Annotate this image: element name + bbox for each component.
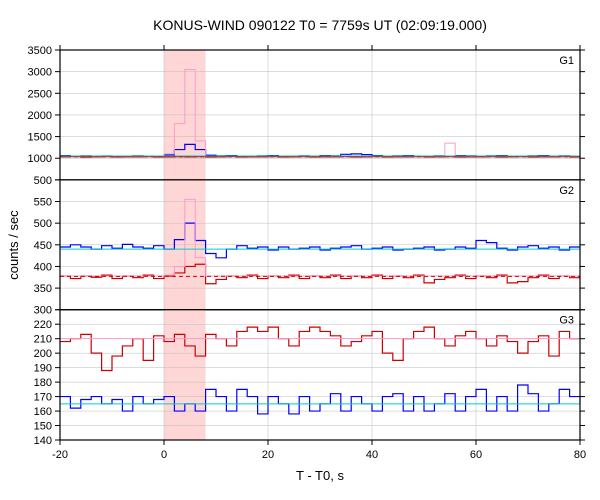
y-tick-label: 3500	[28, 45, 52, 57]
y-tick-label: 1500	[28, 132, 52, 144]
x-axis-label: T - T0, s	[296, 468, 344, 483]
shade-region	[164, 310, 206, 440]
series-line	[60, 223, 580, 258]
y-tick-label: 190	[34, 363, 52, 375]
x-tick-label: 0	[161, 449, 167, 461]
panel-G2: 300 350 400 450 500 550 G2	[34, 180, 585, 317]
panel-label: G3	[559, 315, 574, 327]
series-line	[60, 385, 580, 414]
y-tick-label: 220	[34, 319, 52, 331]
series-line	[60, 264, 580, 283]
y-tick-label: 180	[34, 377, 52, 389]
series-line	[60, 144, 580, 156]
chart-svg: KONUS-WIND 090122 T0 = 7759s UT (02:09:1…	[0, 0, 600, 500]
y-tick-label: 170	[34, 392, 52, 404]
panel-G1: 500 1000 1500 2000 2500 3000 3500 G1	[28, 45, 585, 187]
y-tick-label: 150	[34, 421, 52, 433]
y-tick-label: 2500	[28, 88, 52, 100]
y-tick-label: 500	[34, 175, 52, 187]
y-tick-label: 160	[34, 406, 52, 418]
panel-label: G2	[559, 185, 574, 197]
chart-container: KONUS-WIND 090122 T0 = 7759s UT (02:09:1…	[0, 0, 600, 500]
series-line	[60, 69, 580, 156]
x-tick-label: -20	[52, 449, 68, 461]
panel-label: G1	[559, 55, 574, 67]
y-tick-label: 2000	[28, 110, 52, 122]
y-tick-label: 210	[34, 334, 52, 346]
x-tick-label: 40	[366, 449, 378, 461]
x-tick-label: 60	[470, 449, 482, 461]
y-tick-label: 140	[34, 435, 52, 447]
panel-G3: 140 150 160 170 180 190 200 210 220 G3	[34, 310, 585, 447]
y-tick-label: 3000	[28, 67, 52, 79]
y-tick-label: 350	[34, 283, 52, 295]
y-tick-label: 200	[34, 348, 52, 360]
y-tick-label: 1000	[28, 153, 52, 165]
x-tick-label: 80	[574, 449, 586, 461]
series-line	[60, 199, 580, 276]
x-tick-label: 20	[262, 449, 274, 461]
y-tick-label: 400	[34, 261, 52, 273]
y-axis-label: counts / sec	[6, 210, 21, 280]
chart-title: KONUS-WIND 090122 T0 = 7759s UT (02:09:1…	[153, 17, 487, 33]
y-tick-label: 550	[34, 197, 52, 209]
series-line	[60, 321, 580, 370]
y-tick-label: 300	[34, 305, 52, 317]
y-tick-label: 500	[34, 218, 52, 230]
y-tick-label: 450	[34, 240, 52, 252]
